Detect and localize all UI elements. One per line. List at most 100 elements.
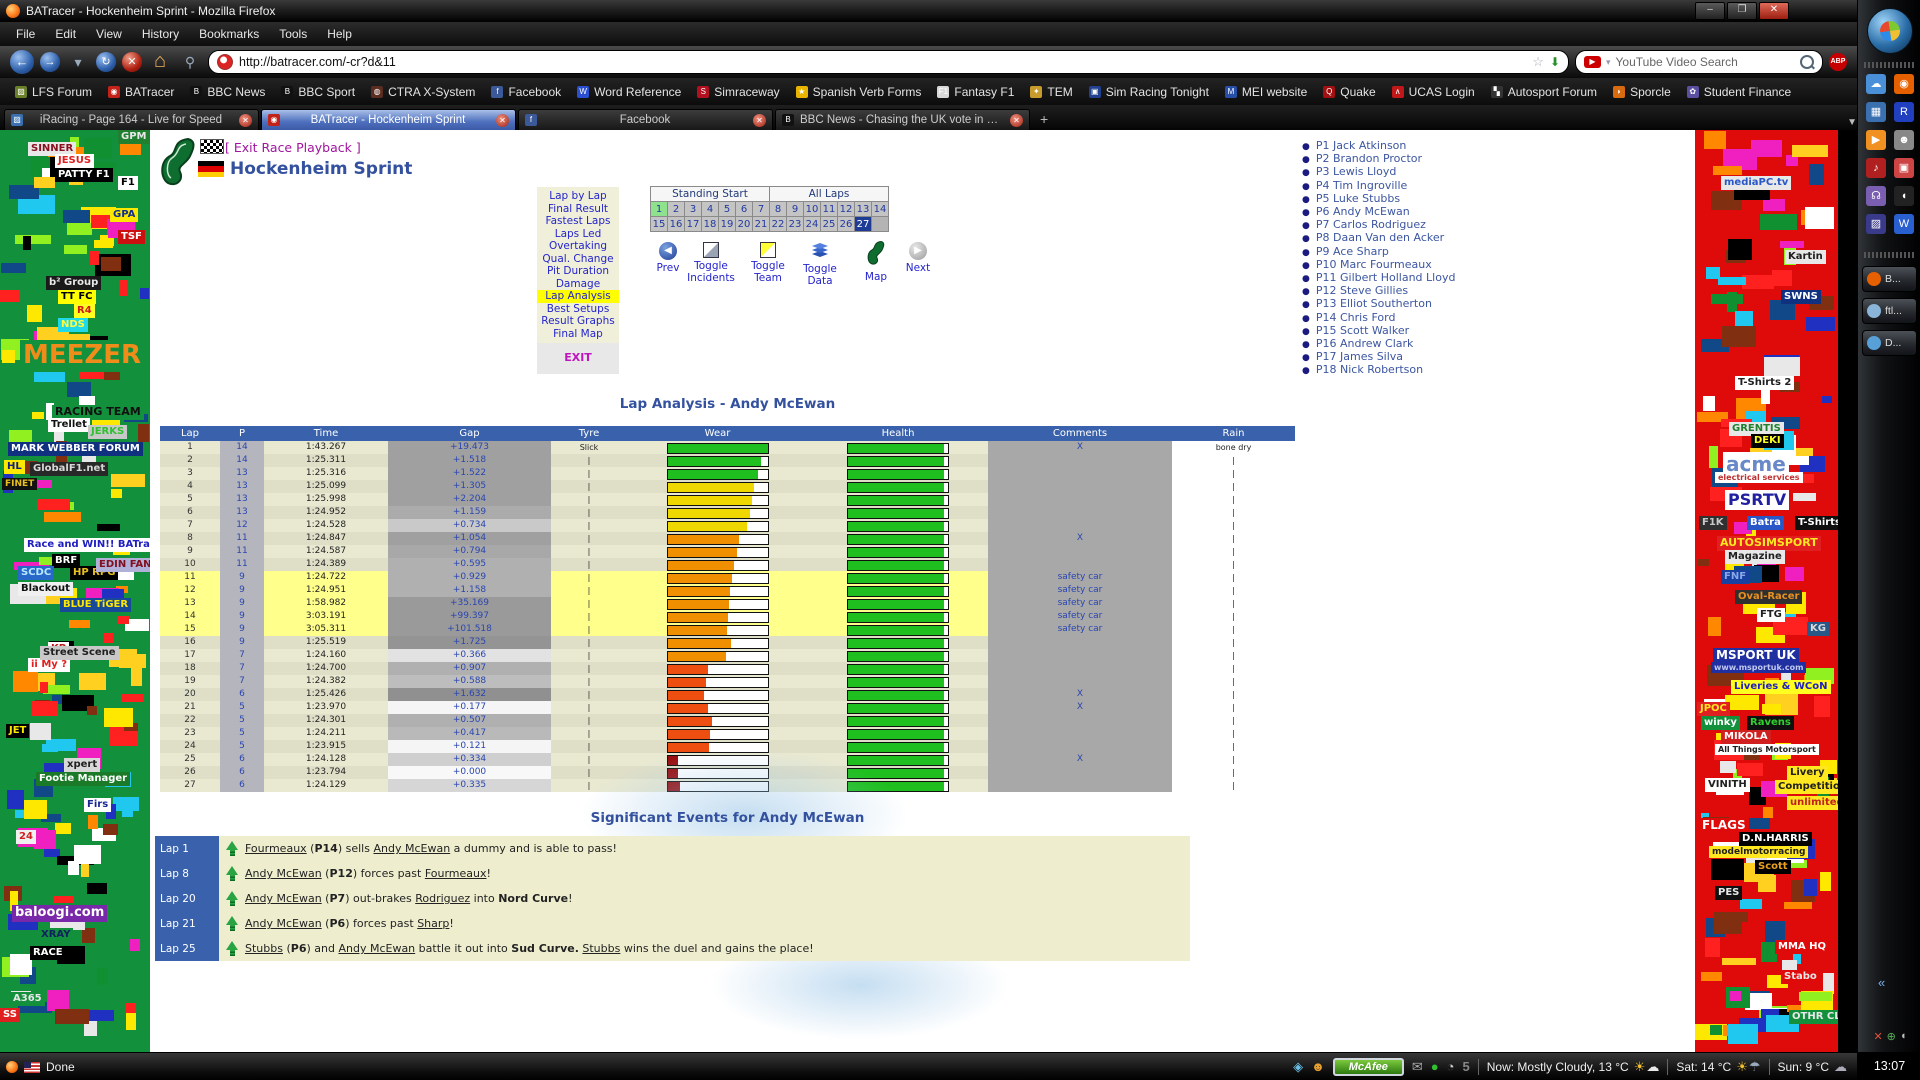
ad-tile[interactable]	[46, 739, 76, 751]
minimize-button[interactable]: –	[1695, 2, 1725, 20]
ad-tile[interactable]	[103, 824, 118, 835]
lap-cell-24[interactable]: 24	[803, 216, 821, 232]
race-menu-lap-analysis[interactable]: Lap Analysis	[537, 290, 619, 303]
ad-tile[interactable]	[1711, 859, 1744, 880]
tab-close-icon[interactable]: ✕	[239, 113, 252, 127]
ad-tile[interactable]	[1737, 763, 1763, 776]
tray-network-icon[interactable]: ⊕	[1886, 1031, 1896, 1043]
ad-banner-batra[interactable]: Batra	[1747, 516, 1784, 530]
url-bar[interactable]: http://batracer.com/-cr?d&11 ☆ ⬇	[208, 50, 1569, 74]
quick-launch-icon-7[interactable]: ♪	[1866, 158, 1886, 178]
ad-tile[interactable]	[84, 336, 108, 343]
menu-edit[interactable]: Edit	[55, 27, 77, 41]
lap-cell-21[interactable]: 21	[752, 216, 770, 232]
ad-banner-oval-racer[interactable]: Oval-Racer	[1735, 590, 1803, 604]
ad-tile[interactable]	[1725, 695, 1759, 710]
ad-tile[interactable]	[54, 430, 64, 451]
driver-item-p10[interactable]: ● P10 Marc Fourmeaux	[1302, 258, 1455, 272]
ad-banner-www-msportuk-com[interactable]: www.msportuk.com	[1711, 662, 1807, 674]
ad-banner-othr-clan[interactable]: OTHR CLAN	[1789, 1010, 1838, 1024]
ad-tile[interactable]	[24, 800, 47, 819]
window-titlebar[interactable]: BATracer - Hockenheim Sprint - Mozilla F…	[0, 0, 1857, 22]
ad-banner-kartin[interactable]: Kartin	[1785, 250, 1826, 264]
ad-tile[interactable]	[62, 695, 94, 711]
driver-name[interactable]: Elliot Southerton	[1340, 297, 1432, 311]
ad-banner-scott[interactable]: Scott	[1755, 860, 1791, 874]
quick-launch-icon-8[interactable]: ▣	[1894, 158, 1914, 178]
ad-tile[interactable]	[40, 682, 48, 693]
tab-iracing-page-164-live-for-spee[interactable]: ▨ iRacing - Page 164 - Live for Speed ✕	[4, 109, 259, 130]
ad-banner-a365[interactable]: A365	[10, 992, 45, 1006]
ad-tile[interactable]	[1786, 155, 1798, 166]
toggle-incidents-button[interactable]: Toggle Incidents	[685, 242, 737, 284]
ad-tile[interactable]	[1723, 149, 1757, 170]
driver-link[interactable]: Andy McEwan	[338, 942, 416, 955]
ad-tile[interactable]	[1823, 973, 1834, 994]
ad-banner-nds[interactable]: NDS	[58, 318, 88, 332]
ad-banner-xray[interactable]: XRAY	[38, 928, 74, 942]
ad-tile[interactable]	[1785, 567, 1804, 581]
ad-banner-ii-my-[interactable]: ii My ?	[28, 658, 71, 672]
ad-banner-modelmotorracing[interactable]: modelmotorracing	[1709, 846, 1809, 859]
driver-name[interactable]: Jack Atkinson	[1333, 139, 1407, 152]
ad-tile[interactable]	[1720, 761, 1736, 773]
driver-name[interactable]: Chris Ford	[1340, 310, 1396, 324]
driver-link[interactable]: Andy McEwan	[373, 842, 451, 855]
driver-link[interactable]: Fourmeaux	[245, 842, 307, 855]
ad-tile[interactable]	[66, 334, 90, 341]
ad-banner-kg[interactable]: KG	[1807, 622, 1829, 636]
driver-item-p12[interactable]: ● P12 Steve Gillies	[1302, 285, 1455, 298]
maximize-button[interactable]: ❐	[1727, 2, 1757, 20]
lap-cell-20[interactable]: 20	[735, 216, 753, 232]
search-placeholder[interactable]: YouTube Video Search	[1615, 55, 1738, 69]
lap-cell-16[interactable]: 16	[667, 216, 685, 232]
ad-tile[interactable]	[15, 235, 51, 244]
bookmark-sim-racing-tonight[interactable]: ▣ Sim Racing Tonight	[1082, 83, 1216, 101]
ad-tile[interactable]	[113, 797, 139, 811]
ad-tile[interactable]	[1742, 818, 1770, 829]
ad-tile[interactable]	[117, 616, 129, 624]
bookmark-ctra-x-system[interactable]: ◍ CTRA X-System	[364, 83, 482, 101]
ad-tile[interactable]	[47, 990, 69, 1011]
ad-banner-footie-manager[interactable]: Footie Manager	[36, 772, 131, 786]
bookmark-facebook[interactable]: f Facebook	[484, 83, 568, 101]
home-button[interactable]: ⌂	[153, 50, 167, 72]
toggle-data-button[interactable]: Toggle Data	[794, 242, 846, 287]
reload-button[interactable]: ↻	[96, 52, 116, 72]
left-ad-sidebar[interactable]: SINNER JESUS PATTY F1 F1 GPA TSF b² Group TT FC…	[0, 130, 150, 1052]
lap-cell-26[interactable]: 26	[837, 216, 855, 232]
ad-tile[interactable]	[69, 620, 90, 628]
ad-tile[interactable]	[1760, 214, 1797, 230]
bookmark-batracer[interactable]: ◉ BATracer	[101, 83, 181, 101]
driver-link[interactable]: Andy McEwan	[245, 867, 322, 880]
ad-banner-sinner[interactable]: SINNER	[28, 142, 77, 156]
bookmark-mei-website[interactable]: M MEI website	[1218, 83, 1314, 101]
race-menu-laps-led[interactable]: Laps Led	[554, 227, 602, 240]
bookmark-spanish-verb-forms[interactable]: ★ Spanish Verb Forms	[789, 83, 929, 101]
ad-banner-livery[interactable]: Livery	[1787, 766, 1828, 780]
weather-now[interactable]: Now: Mostly Cloudy, 13 °C ☀ ☁	[1486, 1059, 1660, 1074]
ad-banner-gpm[interactable]: GPM	[118, 130, 150, 144]
race-menu-pit-duration[interactable]: Pit Duration	[546, 265, 610, 277]
bookmark-bbc-news[interactable]: B BBC News	[183, 83, 272, 101]
ad-tile[interactable]	[1764, 357, 1800, 376]
ad-banner-jesus[interactable]: JESUS	[55, 154, 95, 168]
quick-launch-icon-4[interactable]: R	[1894, 102, 1914, 122]
driver-name[interactable]: Nick Robertson	[1340, 363, 1424, 377]
lap-cell-18[interactable]: 18	[701, 216, 719, 232]
driver-name[interactable]: Andy McEwan	[1333, 205, 1410, 219]
ad-banner-d-n-harris[interactable]: D.N.HARRIS	[1739, 832, 1812, 846]
ad-tile[interactable]	[81, 855, 89, 877]
ad-tile[interactable]	[1792, 448, 1813, 456]
lap-cell-19[interactable]: 19	[718, 216, 736, 232]
driver-name[interactable]: Carlos Rodriguez	[1333, 218, 1426, 232]
ad-tile[interactable]	[74, 845, 101, 864]
race-menu-damage[interactable]: Damage	[555, 277, 601, 290]
ad-tile[interactable]	[84, 138, 112, 158]
ad-tile[interactable]	[1758, 875, 1776, 892]
ad-tile[interactable]	[10, 891, 18, 911]
ad-tile[interactable]	[1761, 384, 1770, 404]
ad-tile[interactable]	[1793, 493, 1816, 501]
ad-banner-baloogi-com[interactable]: baloogi.com	[12, 905, 108, 922]
ad-tile[interactable]	[1728, 239, 1752, 260]
